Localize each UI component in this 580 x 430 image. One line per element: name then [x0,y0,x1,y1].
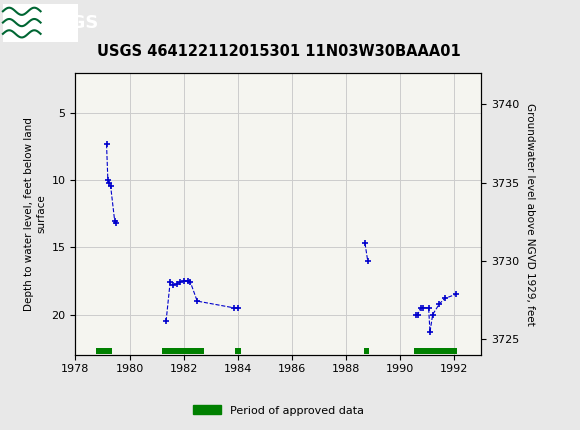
Text: USGS: USGS [44,14,99,31]
Bar [235,348,241,354]
Y-axis label: Depth to water level, feet below land
surface: Depth to water level, feet below land su… [24,117,46,311]
Bar [3,3,78,42]
Bar [96,348,112,354]
Bar [364,348,369,354]
Legend: Period of approved data: Period of approved data [188,401,368,420]
Bar [162,348,204,354]
Text: USGS 464122112015301 11N03W30BAAA01: USGS 464122112015301 11N03W30BAAA01 [96,44,461,59]
Y-axis label: Groundwater level above NGVD 1929, feet: Groundwater level above NGVD 1929, feet [525,102,535,326]
Bar [414,348,457,354]
